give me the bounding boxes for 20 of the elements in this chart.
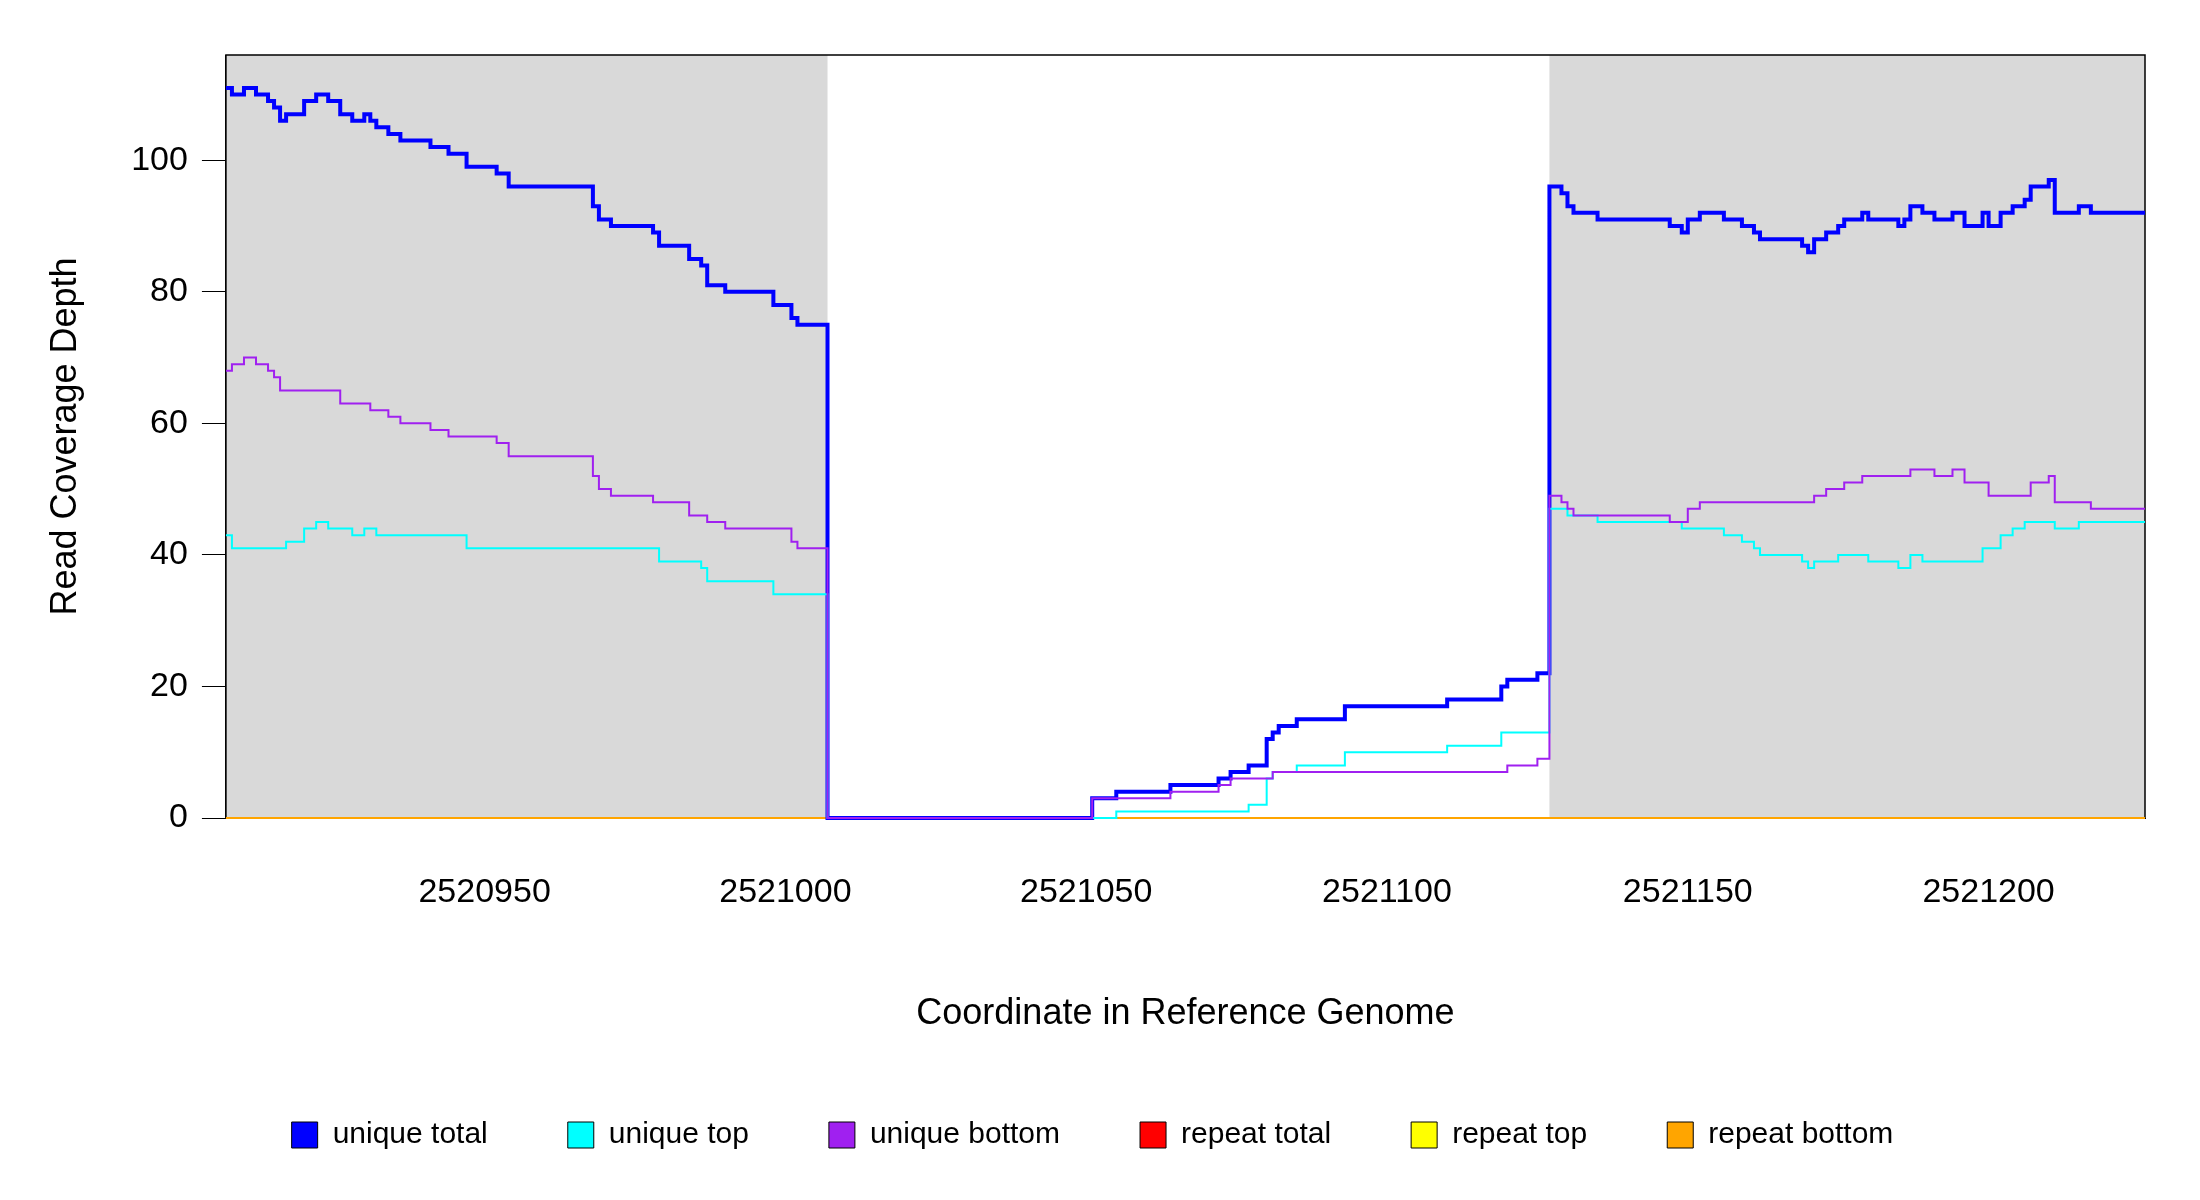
y-tick-label: 40 [150, 533, 188, 572]
y-axis-title: Read Coverage Depth [42, 257, 84, 616]
legend-label: repeat top [1452, 1116, 1588, 1150]
legend-label: repeat total [1181, 1116, 1332, 1150]
x-tick-label: 2521150 [1622, 870, 1753, 909]
x-tick-label: 2521200 [1922, 870, 2055, 909]
x-tick-label: 2520950 [418, 870, 551, 909]
legend-label: repeat bottom [1708, 1116, 1894, 1150]
y-tick-label: 100 [131, 138, 188, 177]
legend-label: unique total [332, 1116, 488, 1150]
y-tick-label: 20 [150, 664, 188, 703]
y-tick-label: 60 [150, 401, 188, 440]
legend-label: unique bottom [869, 1116, 1061, 1150]
legend-label: unique top [608, 1116, 749, 1150]
x-tick-label: 2521050 [1020, 870, 1153, 909]
x-tick-label: 2521000 [719, 870, 852, 909]
x-axis-title: Coordinate in Reference Genome [916, 991, 1455, 1033]
y-tick-label: 80 [150, 270, 188, 309]
x-tick-label: 2521100 [1322, 870, 1452, 909]
y-tick-label: 0 [169, 796, 188, 835]
